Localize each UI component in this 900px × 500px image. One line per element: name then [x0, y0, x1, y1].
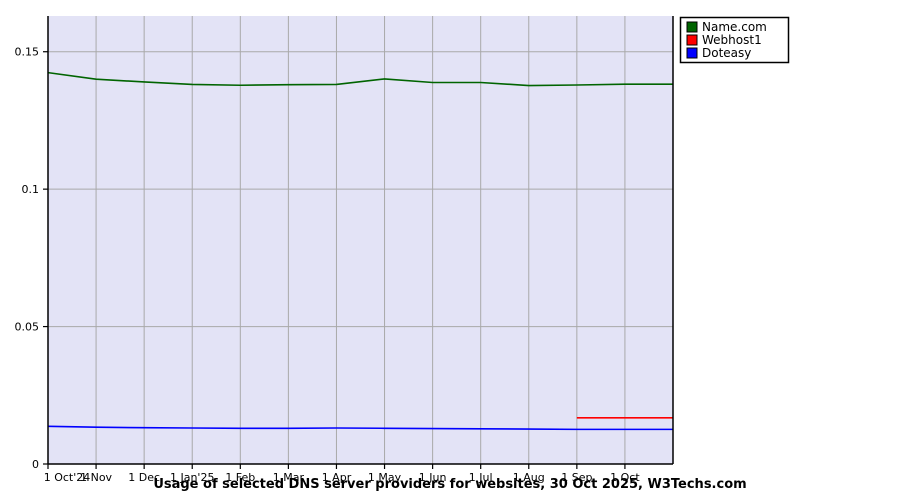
data-series-layer — [47, 71, 673, 431]
series-line-doteasy — [47, 425, 673, 431]
x-tick-label: 1 Jun — [419, 471, 447, 484]
legend-label-name-com: Name.com — [702, 20, 767, 34]
chart-caption: Usage of selected DNS server providers f… — [153, 477, 747, 492]
x-tick-label: 1 Feb — [225, 471, 255, 484]
x-tick-label: 1 Aug — [513, 471, 545, 484]
x-tick-label: 1 Oct — [610, 471, 640, 484]
x-tick-label: 1 Sep — [561, 471, 592, 484]
x-tick-label: 1 Nov — [80, 471, 112, 484]
legend-swatch-webhost1 — [686, 34, 698, 46]
legend-label-doteasy: Doteasy — [702, 46, 751, 60]
legend-box — [679, 16, 790, 64]
x-tick-label: 1 Mar — [273, 471, 305, 484]
x-tick-label: 1 Dec — [128, 471, 160, 484]
series-line-name-com — [47, 71, 673, 87]
y-tick-label: 0 — [32, 458, 39, 471]
x-axis-ticks: 1 Oct'241 Nov 1 Dec 1 Jan'25 1 Feb 1 Mar 1 Ap… — [44, 464, 640, 484]
x-tick-label: 1 Apr — [322, 471, 352, 484]
x-tick-label: 1 Jul — [469, 471, 493, 484]
plot-background — [48, 16, 673, 464]
x-tick-label: 1 Jan'25 — [170, 471, 214, 484]
y-tick-label: 0.15 — [15, 46, 40, 59]
legend-label-webhost1: Webhost1 — [702, 33, 762, 47]
legend-swatch-name-com — [686, 21, 698, 33]
chart-legend: Name.com Webhost1 Doteasy — [679, 16, 790, 64]
y-tick-label: 0.1 — [22, 183, 40, 196]
horizontal-gridlines — [48, 51, 673, 328]
y-tick-label: 0.05 — [15, 321, 40, 334]
y-axis-ticks: 0 0.05 0.1 0.15 — [15, 46, 48, 471]
legend-swatch-doteasy — [686, 47, 698, 59]
vertical-gridlines — [95, 16, 626, 464]
x-tick-label: 1 Oct'24 — [44, 471, 91, 484]
x-tick-label: 1 May — [368, 471, 402, 484]
